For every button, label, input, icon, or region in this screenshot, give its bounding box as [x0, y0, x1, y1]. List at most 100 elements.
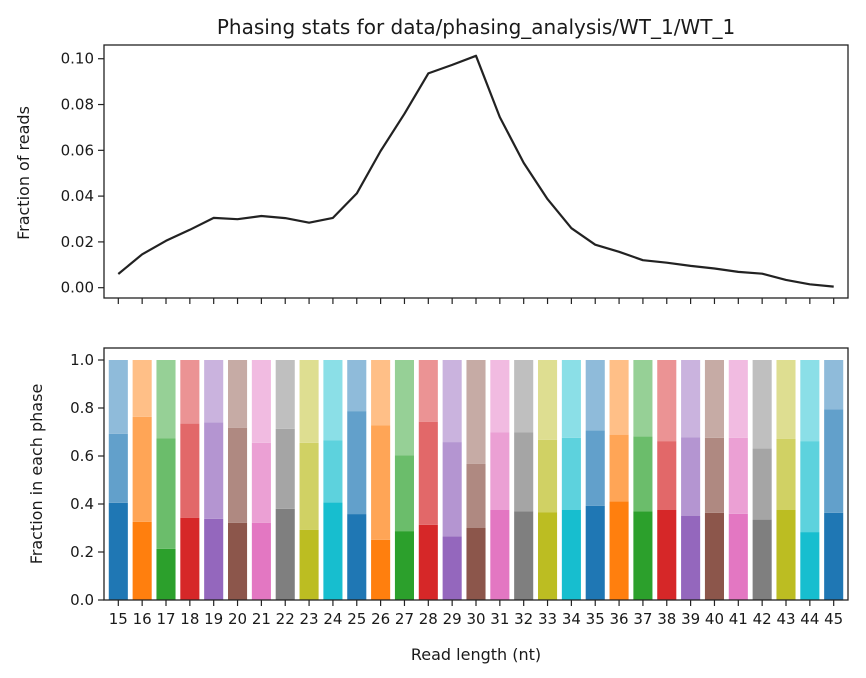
bar-chart-x-tick-label: 36 — [610, 610, 629, 628]
bar-phase-2 — [561, 360, 581, 438]
line-chart-x-tick-marks — [117, 298, 835, 304]
bar-phase-1 — [561, 437, 581, 510]
bar-phase-2 — [585, 360, 605, 431]
bar-phase-1 — [275, 428, 295, 509]
bar-phase-2 — [633, 360, 653, 437]
bar-phase-1 — [180, 423, 200, 518]
bar-chart-x-tick-label: 22 — [276, 610, 295, 628]
bar-phase-2 — [704, 360, 724, 438]
bar-phase-1 — [418, 421, 438, 525]
bar-stack-16 — [132, 360, 152, 600]
line-chart-y-tick-label: 0.06 — [61, 141, 94, 159]
bar-stack-36 — [609, 360, 629, 600]
bar-phase-2 — [180, 360, 200, 424]
bar-phase-1 — [251, 442, 271, 523]
bar-phase-0 — [371, 539, 391, 600]
bar-chart-x-tick-label: 33 — [538, 610, 557, 628]
bar-phase-0 — [800, 532, 820, 600]
bar-chart-x-tick-label: 19 — [204, 610, 223, 628]
bar-phase-2 — [824, 360, 844, 410]
line-chart-y-tick-label: 0.00 — [61, 279, 94, 297]
bar-stack-25 — [347, 360, 367, 600]
bar-phase-1 — [776, 438, 796, 510]
bar-phase-1 — [394, 455, 414, 532]
bar-chart-x-tick-label: 41 — [729, 610, 748, 628]
bar-phase-0 — [752, 519, 772, 600]
bar-phase-2 — [371, 360, 391, 426]
bar-phase-0 — [466, 528, 486, 600]
bar-phase-1 — [824, 409, 844, 513]
line-chart-frame — [103, 44, 849, 299]
bar-phase-1 — [657, 441, 677, 510]
bar-phase-2 — [657, 360, 677, 442]
bar-phase-1 — [490, 432, 510, 510]
bar-phase-1 — [108, 433, 128, 503]
bar-phase-1 — [228, 427, 248, 523]
bar-phase-1 — [585, 430, 605, 506]
bar-phase-1 — [633, 436, 653, 512]
bar-stack-31 — [490, 360, 510, 600]
bar-chart-y-ticks: 0.0 0.2 0.4 0.6 0.8 1.0 — [70, 351, 104, 609]
bar-phase-0 — [299, 529, 319, 600]
line-chart-y-tick-label: 0.02 — [61, 233, 94, 251]
bar-stack-24 — [323, 360, 343, 600]
line-series — [117, 54, 834, 288]
line-chart-y-tick-label: 0.08 — [61, 96, 94, 114]
bar-phase-0 — [275, 508, 295, 600]
bar-phase-0 — [132, 521, 152, 600]
bar-stack-33 — [538, 360, 558, 600]
bar-chart-y-tick-label: 0.6 — [70, 447, 94, 465]
bar-stack-41 — [728, 360, 748, 600]
bar-phase-1 — [609, 434, 629, 502]
bar-phase-1 — [752, 448, 772, 520]
bar-phase-0 — [824, 512, 844, 600]
bar-phase-2 — [490, 360, 510, 433]
bar-chart-x-tick-label: 34 — [562, 610, 581, 628]
bar-phase-2 — [609, 360, 629, 435]
bar-chart-x-tick-label: 37 — [633, 610, 652, 628]
bar-phase-0 — [538, 512, 558, 600]
bar-phase-1 — [347, 411, 367, 515]
bar-stack-26 — [371, 360, 391, 600]
bar-chart-x-tick-label: 39 — [681, 610, 700, 628]
bar-phase-2 — [752, 360, 772, 449]
bar-chart-x-tick-label: 35 — [586, 610, 605, 628]
bar-phase-2 — [132, 360, 152, 417]
bar-phase-2 — [156, 360, 176, 439]
bar-stack-17 — [156, 360, 176, 600]
bar-phase-2 — [800, 360, 820, 442]
bar-phase-1 — [681, 437, 701, 516]
bar-chart-x-tick-label: 24 — [323, 610, 342, 628]
bar-stack-18 — [180, 360, 200, 600]
bar-chart-x-tick-label: 21 — [252, 610, 271, 628]
bar-phase-0 — [490, 510, 510, 600]
bar-phase-2 — [204, 360, 224, 423]
bar-chart-x-tick-label: 25 — [347, 610, 366, 628]
bar-phase-1 — [800, 441, 820, 533]
bar-chart-x-tick-label: 38 — [657, 610, 676, 628]
bar-stack-28 — [418, 360, 438, 600]
bar-phase-0 — [681, 516, 701, 600]
bar-phase-0 — [251, 522, 271, 600]
line-chart-y-axis-label: Fraction of reads — [14, 106, 33, 240]
bar-stack-43 — [776, 360, 796, 600]
bar-phase-0 — [609, 501, 629, 600]
bar-phase-2 — [299, 360, 319, 443]
bar-phase-0 — [704, 512, 724, 600]
bar-phase-1 — [514, 432, 534, 512]
stacked-bar-chart: Fraction in each phase Read length (nt) … — [27, 347, 849, 664]
line-chart: Fraction of reads 0.000.020.040.060.080.… — [14, 44, 849, 304]
line-chart-y-ticks: 0.00 0.02 0.04 0.06 0.08 0.10 — [61, 50, 104, 297]
bar-chart-x-tick-label: 18 — [180, 610, 199, 628]
bar-phase-1 — [704, 437, 724, 513]
bar-phase-0 — [633, 511, 653, 600]
bar-chart-x-tick-label: 17 — [156, 610, 175, 628]
bar-stack-44 — [800, 360, 820, 600]
bar-phase-0 — [514, 511, 534, 600]
bar-stack-27 — [394, 360, 414, 600]
bar-stack-30 — [466, 360, 486, 600]
bar-chart-x-tick-label: 31 — [490, 610, 509, 628]
bar-phase-2 — [418, 360, 438, 422]
bar-phase-0 — [108, 502, 128, 600]
